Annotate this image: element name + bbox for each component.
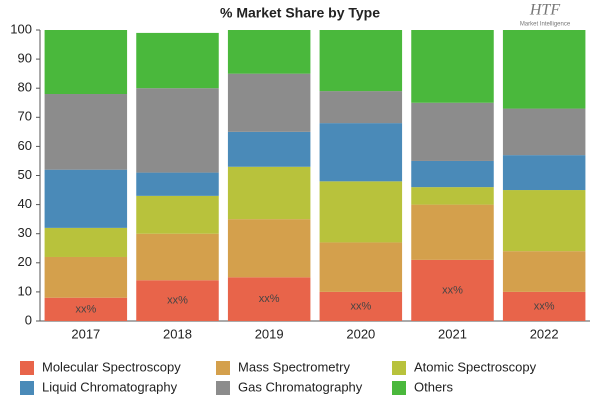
bar-segment — [411, 102, 494, 161]
bar-segment — [136, 88, 219, 173]
value-label: xx% — [75, 303, 96, 315]
legend-swatch — [216, 361, 230, 375]
x-tick-label: 2017 — [71, 326, 100, 341]
x-tick-label: 2018 — [163, 326, 192, 341]
value-label: xx% — [442, 284, 463, 296]
bar-segment — [411, 187, 494, 205]
y-tick-label: 20 — [18, 254, 32, 269]
legend-swatch — [392, 361, 406, 375]
legend-label: Mass Spectrometry — [238, 359, 350, 374]
y-tick-label: 0 — [25, 312, 32, 327]
bar-segment — [319, 291, 403, 321]
bar-segment — [227, 166, 311, 220]
bar-segment — [411, 30, 494, 103]
value-label: xx% — [534, 300, 555, 312]
y-tick-label: 30 — [18, 225, 32, 240]
legend-label: Atomic Spectroscopy — [414, 359, 537, 374]
bar-segment — [136, 172, 219, 196]
bar-segment — [319, 30, 403, 92]
bar-segment — [502, 108, 586, 156]
bar-segment — [319, 181, 403, 243]
bar-segment — [44, 30, 128, 95]
logo-subtext: Market Intelligence — [520, 22, 571, 28]
y-tick-label: 40 — [18, 196, 32, 211]
y-tick-label: 60 — [18, 138, 32, 153]
bar-segment — [44, 297, 128, 321]
bar-segment — [44, 169, 128, 228]
legend-swatch — [20, 381, 34, 395]
y-tick-label: 50 — [18, 167, 32, 182]
bar-segment — [44, 227, 128, 257]
bar-segment — [502, 251, 586, 292]
bar-segment — [411, 160, 494, 188]
legend-label: Molecular Spectroscopy — [42, 359, 181, 374]
y-tick-label: 100 — [10, 21, 32, 36]
bar-segment — [44, 256, 128, 298]
legend-swatch — [20, 361, 34, 375]
bar-segment — [502, 155, 586, 191]
chart-title: % Market Share by Type — [220, 5, 380, 21]
legend-label: Others — [414, 379, 454, 394]
bar-segment — [136, 233, 219, 281]
bar-segment — [411, 204, 494, 260]
bar-segment — [227, 73, 311, 132]
bar-segment — [502, 291, 586, 321]
bar-segment — [319, 242, 403, 292]
bar-segment — [227, 277, 311, 321]
bar-segment — [227, 30, 311, 74]
bar-segment — [502, 190, 586, 252]
legend-label: Liquid Chromatography — [42, 379, 178, 394]
x-tick-label: 2020 — [346, 326, 375, 341]
x-tick-label: 2019 — [255, 326, 284, 341]
bar-segment — [502, 30, 586, 109]
value-label: xx% — [259, 293, 280, 305]
y-tick-label: 80 — [18, 80, 32, 95]
bar-segment — [411, 259, 494, 321]
y-tick-label: 10 — [18, 283, 32, 298]
x-tick-label: 2021 — [438, 326, 467, 341]
legend-label: Gas Chromatography — [238, 379, 363, 394]
bar-segment — [44, 94, 128, 170]
y-tick-label: 90 — [18, 51, 32, 66]
legend-swatch — [216, 381, 230, 395]
bar-segment — [227, 219, 311, 278]
bar-segment — [227, 131, 311, 167]
value-label: xx% — [167, 295, 188, 307]
logo: HTF — [529, 2, 560, 19]
x-tick-label: 2022 — [530, 326, 559, 341]
legend-swatch — [392, 381, 406, 395]
y-tick-label: 70 — [18, 109, 32, 124]
value-label: xx% — [350, 300, 371, 312]
bar-segment — [136, 32, 219, 89]
bar-segment — [136, 280, 219, 321]
bar-segment — [136, 195, 219, 234]
bar-segment — [319, 91, 403, 124]
bar-segment — [319, 123, 403, 182]
